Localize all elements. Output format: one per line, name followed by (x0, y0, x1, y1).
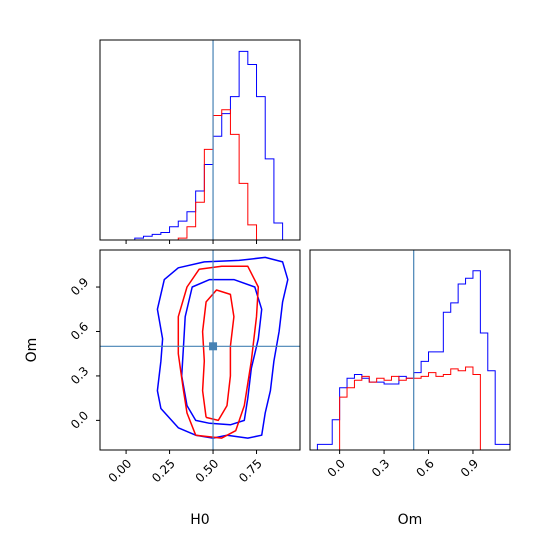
h0-om-contour-panel: 0.00 0.25 0.50 0.75 0.0 0.3 0.6 0.9 (68, 249, 301, 485)
contour-ytick-label: 0.9 (68, 275, 91, 298)
om-marginal-histogram-panel: 0.0 0.3 0.6 0.9 (309, 249, 511, 480)
h0-marginal-frame (99, 39, 301, 241)
contour-xtick-label: 0.75 (236, 456, 265, 485)
h0-marginal-hist-series-2 (177, 109, 258, 240)
contour-frame (99, 249, 301, 451)
y-axis-label-om: Om (24, 338, 40, 363)
contour-series-2-level-1 (177, 265, 260, 439)
om-marginal-xtick-label: 0.9 (458, 456, 481, 479)
contour-xtick-label: 0.00 (106, 456, 135, 485)
x-axis-label-om: Om (398, 512, 423, 528)
om-marginal-hist-series-2 (339, 366, 488, 451)
contour-truth-marker (209, 342, 218, 351)
contour-series-2-level-2 (201, 289, 235, 422)
contour-ytick-label: 0.6 (68, 319, 91, 342)
om-marginal-frame (309, 249, 511, 451)
contour-series-1-level-2 (180, 278, 263, 426)
x-axis-label-h0: H0 (190, 512, 209, 528)
om-marginal-xtick-label: 0.6 (413, 456, 436, 479)
om-marginal-xtick-label: 0.3 (369, 456, 392, 479)
contour-xtick-label: 0.50 (193, 456, 222, 485)
contour-ytick-label: 0.3 (68, 364, 91, 387)
contour-ytick-label: 0.0 (68, 408, 91, 431)
contour-series-1-level-1 (156, 256, 289, 439)
h0-marginal-histogram-panel (99, 39, 301, 244)
om-marginal-xtick-label: 0.0 (325, 456, 348, 479)
contour-xtick-label: 0.25 (149, 456, 178, 485)
contour-lines (156, 256, 289, 439)
